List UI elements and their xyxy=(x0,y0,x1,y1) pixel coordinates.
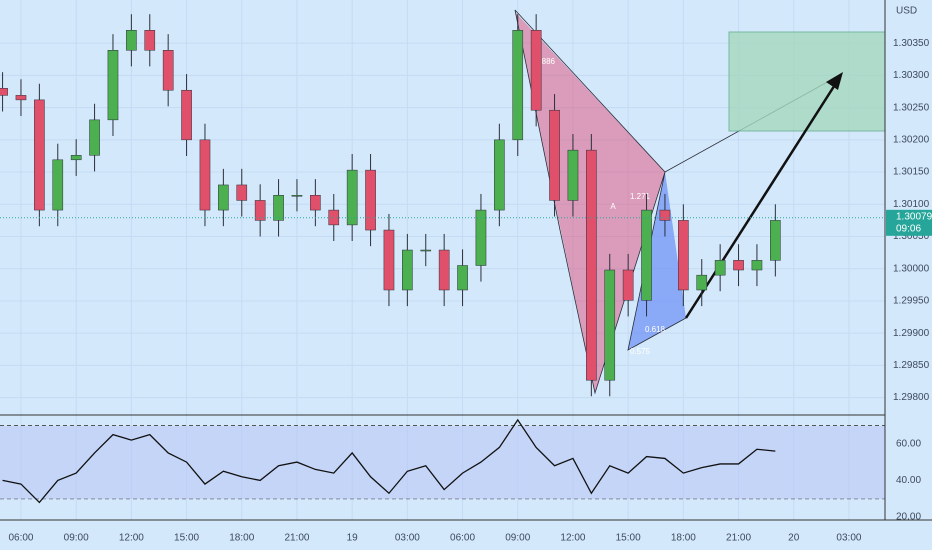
candle-body xyxy=(714,260,726,276)
candle-body xyxy=(144,30,156,51)
candle-body xyxy=(641,209,652,301)
candle-body xyxy=(346,169,358,226)
candle-body xyxy=(696,274,708,291)
pattern-label: A xyxy=(610,202,616,211)
rsi-line xyxy=(2,418,776,504)
y-tick-label: 1.30050 xyxy=(893,231,930,242)
y-tick-label: 1.30100 xyxy=(893,199,930,210)
x-tick-label: 15:00 xyxy=(616,533,641,544)
axes: 06:00 09:00 12:00 15:00 18:00 21:00 19 03:00 06:… xyxy=(8,38,932,544)
candle-body xyxy=(34,99,45,211)
candle-body xyxy=(420,249,432,252)
pattern-label: 1.271 xyxy=(630,192,651,201)
y-tick-label: 1.29900 xyxy=(893,328,930,339)
y-tick-label: 1.29950 xyxy=(893,296,930,307)
marks xyxy=(0,14,885,504)
candle-body xyxy=(310,195,321,211)
candle-body xyxy=(15,95,27,101)
rsi-tick-label: 60.00 xyxy=(896,438,921,449)
x-tick-label: 21:00 xyxy=(284,533,309,544)
candle-body xyxy=(604,269,616,381)
candle-body xyxy=(383,229,395,291)
candle-body xyxy=(770,220,781,261)
candle-body xyxy=(659,209,671,221)
candle-body xyxy=(236,184,248,201)
pattern-label: 0.575 xyxy=(630,347,651,356)
x-tick-label: 15:00 xyxy=(174,533,199,544)
candle-body xyxy=(181,89,192,141)
last-price-label: 1.30079 xyxy=(896,211,932,222)
x-tick-label: 12:00 xyxy=(119,533,144,544)
pattern-label: 0.886 xyxy=(535,57,556,66)
candle-body xyxy=(622,269,634,301)
x-tick-label: 03:00 xyxy=(395,533,420,544)
candle-body xyxy=(218,184,229,211)
y-tick-label: 1.30350 xyxy=(893,38,930,49)
rsi-tick-label: 40.00 xyxy=(896,475,921,486)
candle-body xyxy=(402,249,413,291)
candle-body xyxy=(70,155,82,161)
y-tick-label: 1.30200 xyxy=(893,134,930,145)
countdown: 09:06 xyxy=(896,223,921,234)
x-tick-label: 18:00 xyxy=(671,533,696,544)
pattern-label: 0.618 xyxy=(645,325,666,334)
projection-arrow xyxy=(684,79,840,319)
candle-body xyxy=(512,30,524,141)
x-tick-label: 18:00 xyxy=(229,533,254,544)
candle-body xyxy=(733,260,744,271)
x-tick-label: 12:00 xyxy=(560,533,585,544)
rsi-tick-label: 20.00 xyxy=(896,512,921,523)
candle-body xyxy=(549,109,560,201)
candle-body xyxy=(365,169,376,231)
candle-body xyxy=(567,149,579,201)
candle-body xyxy=(162,50,174,91)
candle-body xyxy=(89,119,100,156)
y-tick-label: 1.29850 xyxy=(893,360,930,371)
candle-body xyxy=(475,209,487,266)
candle-body xyxy=(457,265,468,291)
candle-body xyxy=(586,149,597,381)
y-tick-label: 1.30150 xyxy=(893,167,930,178)
x-tick-label: 09:00 xyxy=(64,533,89,544)
x-tick-label: 06:00 xyxy=(450,533,475,544)
x-tick-label: 20 xyxy=(788,533,800,544)
x-tick-label: 06:00 xyxy=(8,533,33,544)
y-tick-label: 1.30000 xyxy=(893,263,930,274)
last-price-tag xyxy=(886,209,932,236)
candle-body xyxy=(0,88,8,96)
pattern-bcd xyxy=(628,172,686,350)
candle-body xyxy=(52,159,64,211)
x-tick-label: 03:00 xyxy=(836,533,861,544)
x-tick-label: 21:00 xyxy=(726,533,751,544)
candle-body xyxy=(291,195,303,197)
target-zone xyxy=(728,31,886,132)
candle-body xyxy=(107,50,119,121)
currency: USD xyxy=(896,6,917,17)
candle-body xyxy=(199,139,211,211)
candle-body xyxy=(126,30,137,51)
candle-body xyxy=(254,200,266,221)
candle-body xyxy=(530,30,542,111)
y-tick-label: 1.30250 xyxy=(893,102,930,113)
y-tick-label: 1.30300 xyxy=(893,70,930,81)
candle-body xyxy=(751,260,763,271)
candle-body xyxy=(273,195,284,221)
arrow-head xyxy=(826,72,843,90)
x-tick-label: 19 xyxy=(347,533,359,544)
y-tick-label: 1.29800 xyxy=(893,392,930,403)
candle-body xyxy=(494,139,505,211)
x-tick-label: 09:00 xyxy=(505,533,530,544)
candle-body xyxy=(438,249,450,291)
candle-body xyxy=(678,220,689,291)
